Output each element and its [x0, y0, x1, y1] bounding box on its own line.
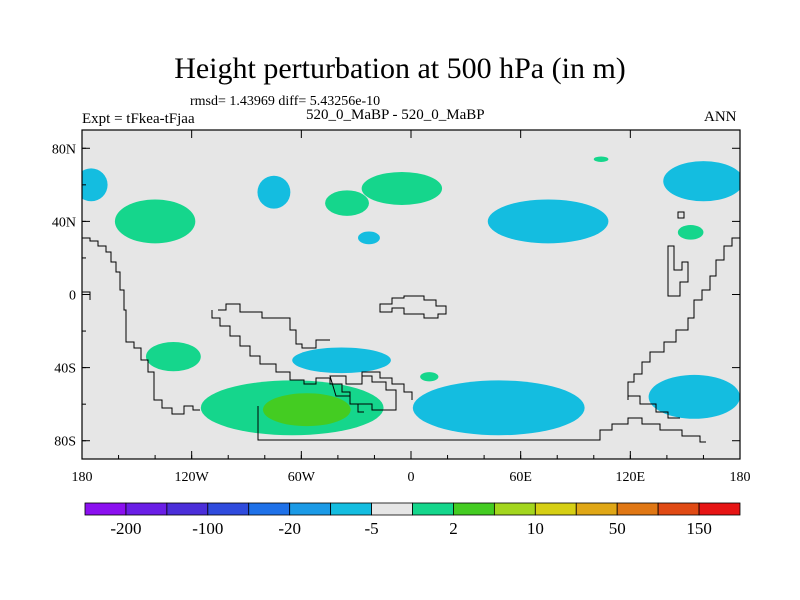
coastline-north-south — [218, 303, 330, 349]
x-tick-label: 60E — [509, 470, 532, 485]
x-tick-label: 180 — [730, 470, 751, 485]
colorbar-swatch — [657, 502, 700, 516]
coastline-americas-west — [82, 237, 200, 415]
anomaly-negative-15 — [412, 380, 585, 436]
colorbar-swatch — [207, 502, 250, 516]
coastline-americas-east — [211, 310, 364, 413]
season-label: ANN — [704, 109, 737, 125]
y-axis: 80N 40N 0 40S 80S — [52, 142, 740, 450]
colorbar-swatch — [493, 502, 536, 516]
colorbar-swatch — [330, 502, 372, 516]
colorbar-label: 10 — [527, 519, 544, 538]
x-axis: 180 120W 60W 0 60E 120E 180 — [72, 130, 751, 485]
coastline-maritime — [667, 245, 689, 297]
anomaly-positive-4 — [325, 190, 369, 216]
anomaly-positive-7 — [593, 156, 609, 162]
colorbar-label: -100 — [192, 519, 223, 538]
colorbar-swatch — [248, 502, 291, 516]
colorbar-swatch — [453, 502, 495, 516]
anomaly-positive-9 — [677, 225, 704, 240]
colorbar-swatch — [534, 502, 577, 516]
x-tick-label: 180 — [72, 470, 93, 485]
coastline-southern-islands — [329, 375, 397, 411]
chart-title: Height perturbation at 500 hPa (in m) — [174, 52, 626, 85]
colorbar-label: 50 — [609, 519, 626, 538]
coastline-west-edge — [82, 291, 91, 300]
colorbar: -200 -100 -20 -5 2 10 50 150 — [84, 502, 741, 538]
colorbar-label: -20 — [278, 519, 301, 538]
colorbar-swatch — [616, 502, 659, 516]
y-tick-label: 40S — [54, 362, 76, 377]
colorbar-swatch — [371, 502, 413, 516]
colorbar-swatch — [166, 502, 209, 516]
rmsd-diff-text: rmsd= 1.43969 diff= 5.43256e-10 — [190, 94, 381, 109]
coastline-south-atlantic — [361, 371, 413, 400]
x-tick-label: 120E — [616, 470, 646, 485]
colorbar-label: 2 — [449, 519, 458, 538]
colorbar-label: -200 — [110, 519, 141, 538]
colorbar-swatch — [125, 502, 168, 516]
colorbar-swatch — [412, 502, 454, 516]
anomaly-layer — [82, 156, 740, 436]
anomaly-negative-16 — [648, 374, 740, 419]
colorbar-swatch — [698, 502, 741, 516]
colorbar-label: 150 — [686, 519, 712, 538]
anomaly-negative-2 — [257, 175, 291, 209]
y-tick-label: 80N — [52, 142, 76, 157]
x-tick-label: 0 — [408, 470, 415, 485]
experiment-label: Expt = tFkea-tFjaa — [82, 111, 195, 127]
anomaly-negative-8 — [663, 161, 740, 202]
anomaly-positive-3 — [361, 172, 443, 205]
anomaly-negative-11 — [292, 347, 391, 374]
coastline-antarctica — [257, 406, 706, 443]
case-label: 520_0_MaBP - 520_0_MaBP — [306, 107, 485, 123]
colorbar-swatch — [289, 502, 332, 516]
y-tick-label: 80S — [54, 435, 76, 450]
colorbar-swatch — [84, 502, 127, 516]
coastline-layer — [82, 211, 740, 443]
x-tick-label: 120W — [175, 470, 210, 485]
anomaly-negative-0 — [82, 168, 108, 202]
coastline-australia — [628, 395, 680, 419]
y-tick-label: 40N — [52, 215, 76, 230]
coastline-africa — [379, 295, 447, 319]
anomaly-positive-10 — [145, 342, 201, 372]
anomaly-negative-5 — [357, 231, 380, 245]
coastline-east-pacific — [627, 237, 740, 400]
anomaly-negative-6 — [487, 199, 609, 244]
y-tick-label: 0 — [69, 289, 76, 304]
colorbar-label: -5 — [364, 519, 378, 538]
x-tick-label: 60W — [288, 470, 316, 485]
coastline-asia-east — [677, 211, 685, 219]
anomaly-positive-1 — [114, 199, 196, 244]
anomaly-positive-14 — [262, 393, 351, 427]
anomaly-positive-12 — [420, 372, 439, 382]
colorbar-swatch — [575, 502, 618, 516]
